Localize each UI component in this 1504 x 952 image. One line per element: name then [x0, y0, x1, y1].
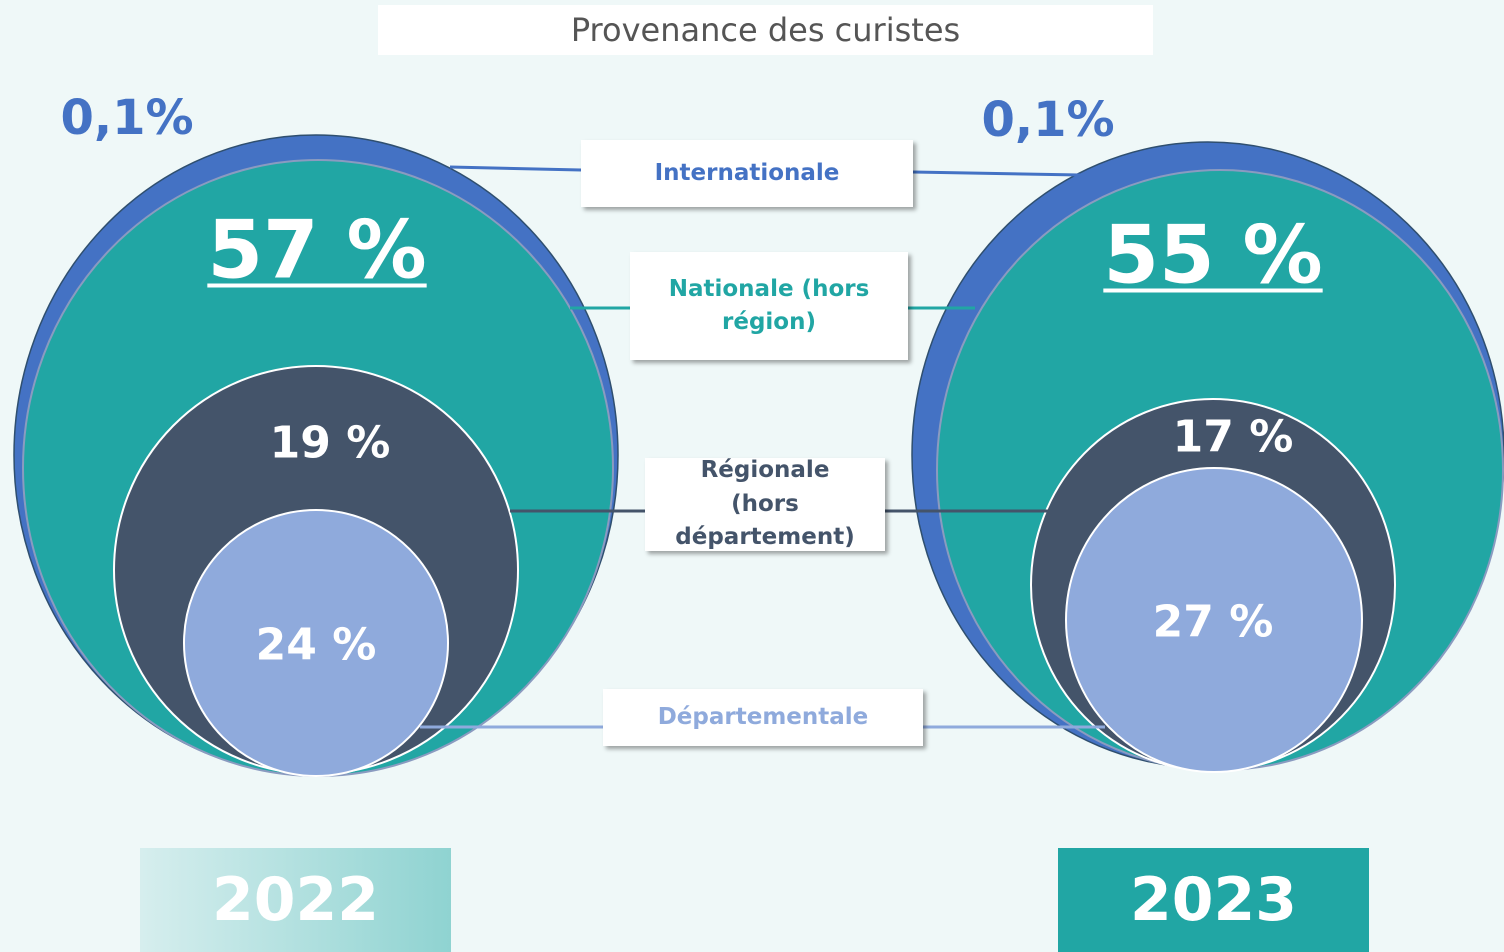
ring	[183, 509, 449, 777]
value-label: 55 %	[1103, 208, 1323, 302]
ring	[1065, 467, 1363, 773]
value-label: 57 %	[207, 203, 427, 297]
year-label: 2023	[1058, 848, 1369, 952]
value-label: 17 %	[1172, 411, 1294, 463]
value-label: 24 %	[255, 619, 377, 671]
value-label: 0,1%	[60, 90, 194, 146]
year-label: 2022	[140, 848, 451, 952]
connector	[449, 165, 582, 172]
legend-box: Régionale (hors département)	[645, 457, 885, 551]
connector	[912, 170, 1081, 177]
chart-title: Provenance des curistes	[378, 5, 1153, 55]
value-label: 19 %	[269, 417, 391, 469]
legend-box: Nationale (hors région)	[630, 252, 908, 360]
value-label: 0,1%	[981, 92, 1115, 148]
legend-box: Internationale	[581, 140, 913, 207]
value-label: 27 %	[1152, 596, 1274, 648]
legend-box: Départementale	[603, 689, 923, 746]
